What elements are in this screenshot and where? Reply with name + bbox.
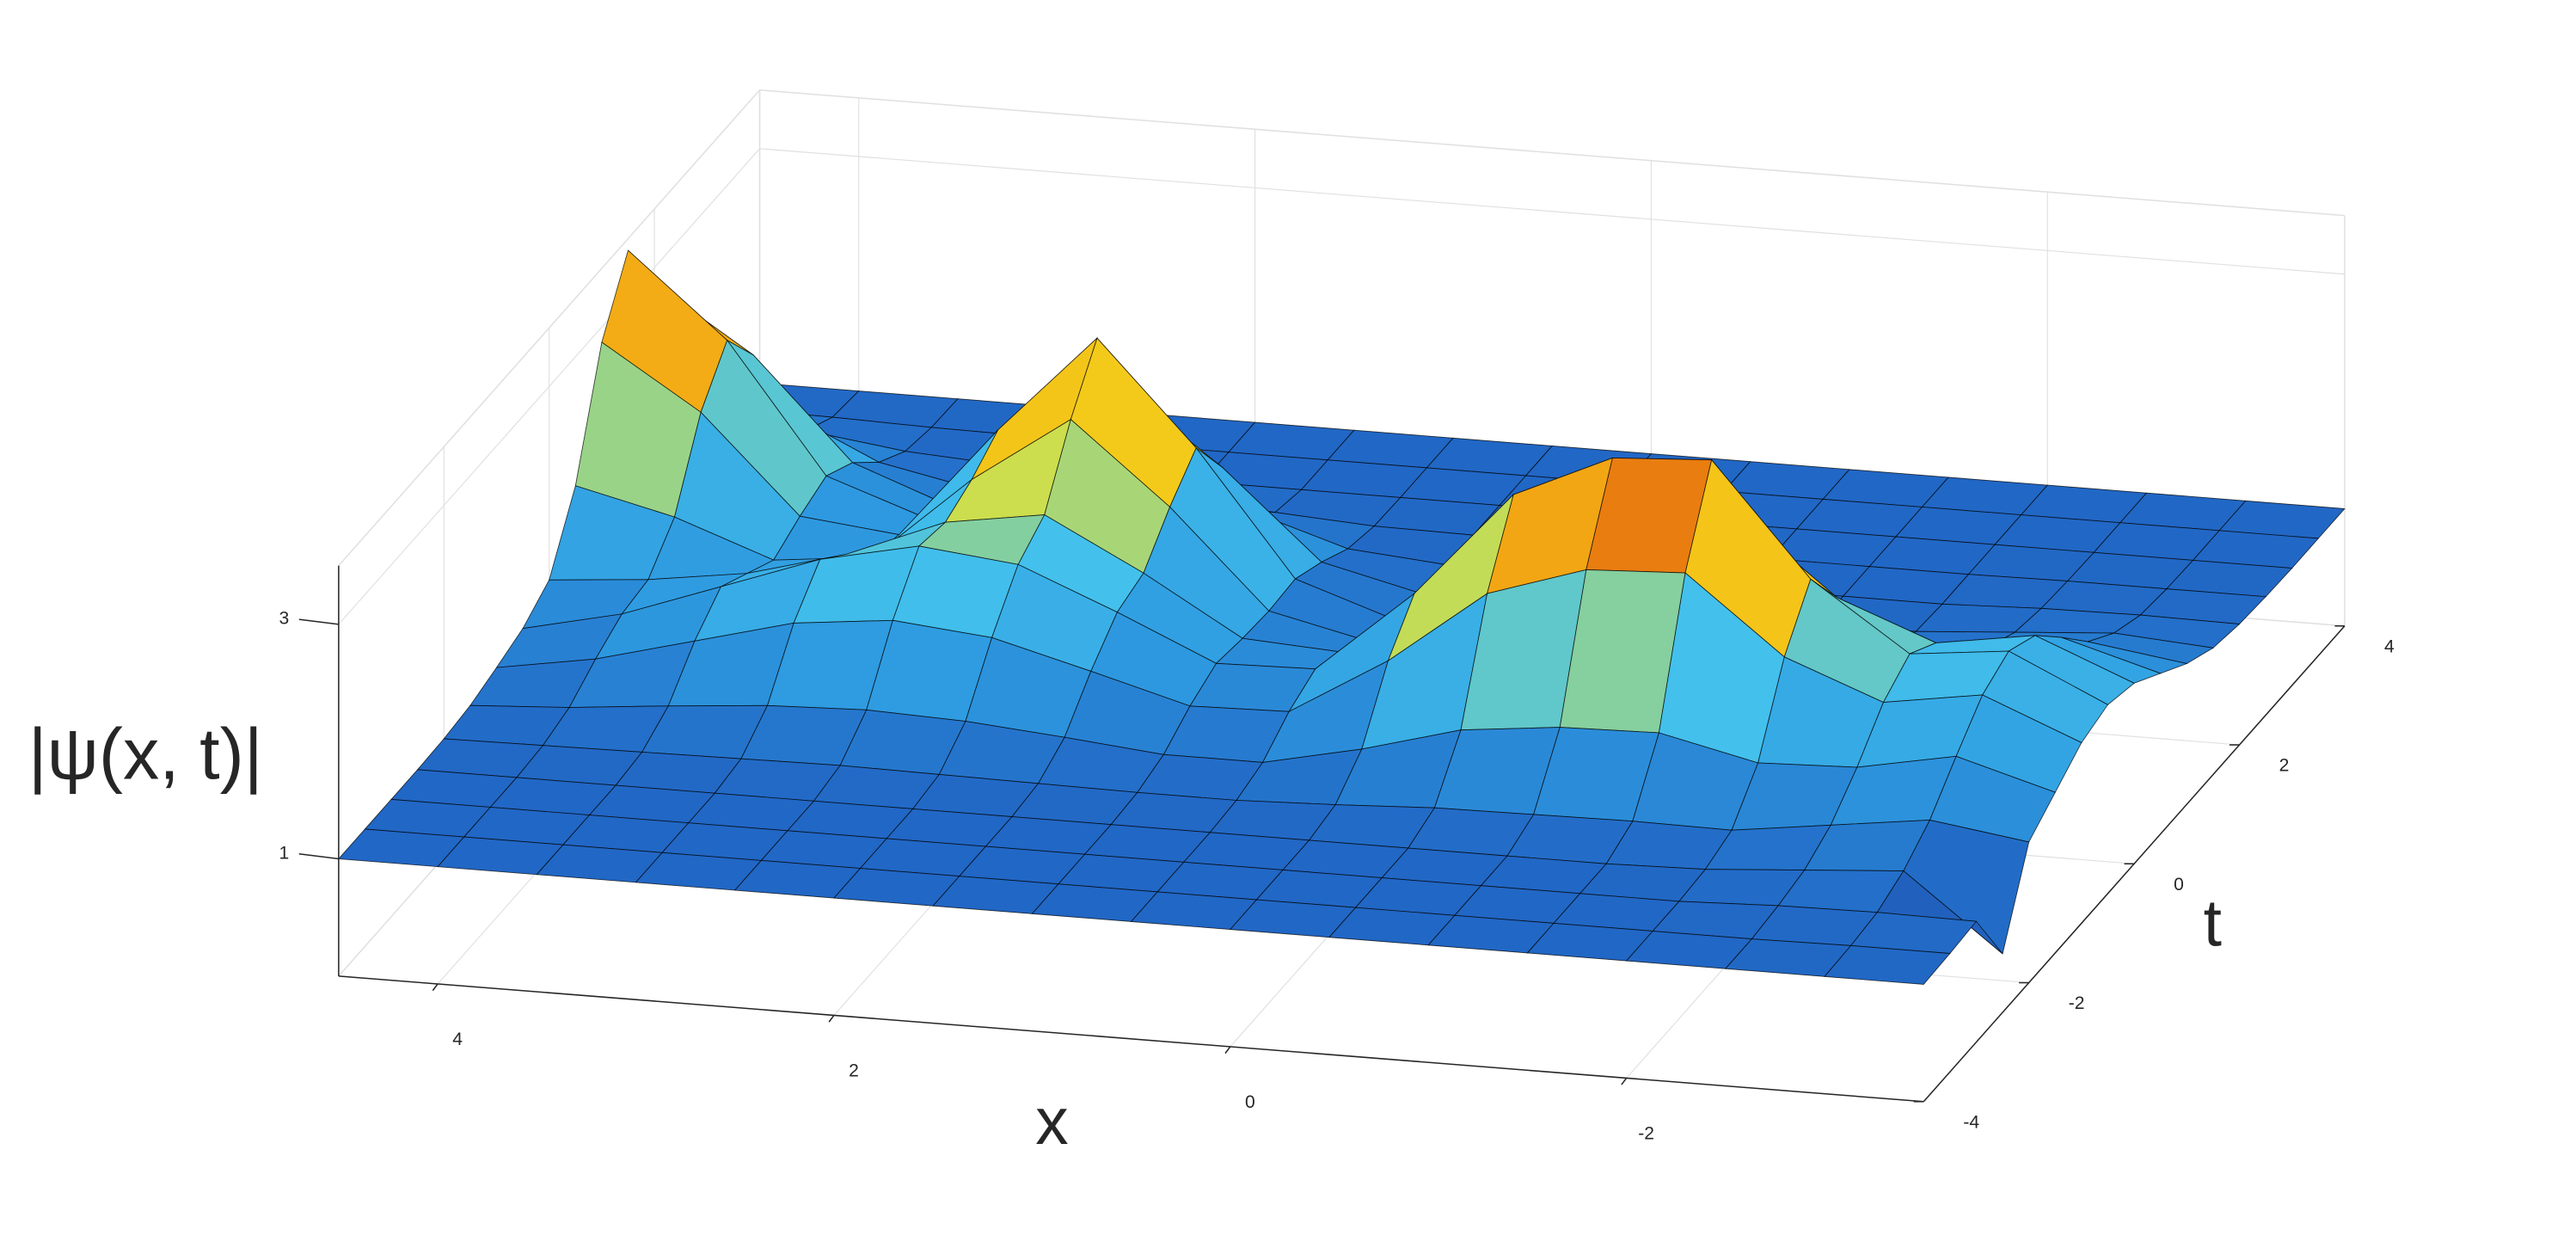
y-tick-label: 0 bbox=[2174, 875, 2184, 895]
y-tick-label: -4 bbox=[1963, 1112, 1979, 1132]
x-tick bbox=[828, 1014, 835, 1023]
x-tick-label: -2 bbox=[1638, 1123, 1654, 1143]
x-tick-label: 0 bbox=[1245, 1092, 1255, 1112]
surface-patch bbox=[1824, 944, 1951, 985]
y-tick-label: -2 bbox=[2069, 993, 2085, 1013]
x-tick bbox=[432, 983, 439, 992]
x-tick bbox=[1224, 1046, 1231, 1054]
box-edge bbox=[759, 89, 2345, 217]
z-tick bbox=[298, 618, 339, 625]
x-tick-label: 2 bbox=[849, 1061, 859, 1080]
x-axis-label: x bbox=[1035, 1085, 1068, 1159]
axes: -2 0 2 4 -4 -2 0 2 4 1 3 bbox=[279, 565, 2395, 1143]
y-tick-label: 2 bbox=[2279, 756, 2290, 776]
z-axis-label: |ψ(x, t)| bbox=[28, 714, 263, 795]
t-axis-label: t bbox=[2204, 886, 2222, 960]
x-tick bbox=[1621, 1077, 1628, 1085]
y-tick-label: 4 bbox=[2384, 636, 2395, 656]
z-tick bbox=[298, 852, 339, 860]
z-tick-label: 3 bbox=[279, 609, 290, 629]
grid-line bbox=[338, 148, 760, 625]
x-axis-line bbox=[338, 975, 1924, 1103]
z-tick-label: 1 bbox=[279, 843, 290, 863]
x-tick-label: 4 bbox=[452, 1030, 463, 1049]
surface bbox=[337, 249, 2346, 985]
grid-line bbox=[759, 148, 2345, 275]
